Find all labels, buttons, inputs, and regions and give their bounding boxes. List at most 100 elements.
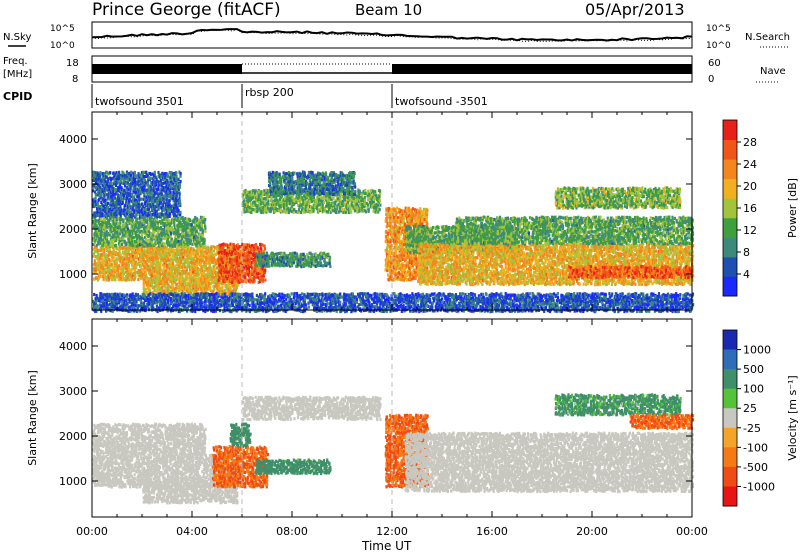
power-cell <box>151 285 153 288</box>
power-cell <box>95 200 97 203</box>
power-cell <box>218 254 220 257</box>
power-cell <box>134 171 136 174</box>
power-cell <box>208 282 210 285</box>
power-cell <box>116 258 118 261</box>
power-cell <box>196 217 198 220</box>
power-cell <box>179 180 181 183</box>
power-cell <box>181 273 183 276</box>
power-cell <box>278 209 280 212</box>
power-cell <box>226 267 228 270</box>
power-cell <box>123 246 125 249</box>
freq-left-tick-low: 8 <box>72 74 78 85</box>
power-cell <box>320 252 322 255</box>
power-cell <box>170 191 172 194</box>
power-cell <box>196 229 198 232</box>
power-cell <box>170 222 172 225</box>
power-cell <box>132 199 134 202</box>
power-cell <box>141 268 143 271</box>
power-cell <box>223 243 225 246</box>
power-cell <box>151 191 153 194</box>
cpid-label: CPID <box>3 90 32 103</box>
power-cell <box>267 199 269 202</box>
power-cell <box>150 278 152 281</box>
power-cell <box>155 283 157 286</box>
power-cell <box>205 246 207 249</box>
power-cell <box>153 231 155 234</box>
power-cell <box>101 230 103 233</box>
freq-strip: 18 8 60 0 Freq. [MHz] Nave <box>3 56 786 85</box>
power-cell <box>149 172 151 175</box>
freq-label-line1: Freq. <box>3 56 28 67</box>
power-cell <box>208 278 210 281</box>
power-cell <box>250 211 252 214</box>
power-cell <box>264 247 266 250</box>
power-cell <box>143 175 145 178</box>
power-cell <box>197 288 199 291</box>
power-cell <box>242 197 244 200</box>
power-cell <box>178 209 180 212</box>
power-cell <box>179 211 181 214</box>
power-cell <box>125 192 127 195</box>
power-cell <box>160 269 162 272</box>
noise-right-tick-low: 10^0 <box>706 41 731 51</box>
power-cell <box>99 257 101 260</box>
power-cell <box>187 276 189 279</box>
power-cell <box>168 272 170 275</box>
power-cell <box>164 249 166 252</box>
beam-label: Beam 10 <box>355 1 422 19</box>
power-cell <box>95 175 97 178</box>
power-cell <box>149 176 151 179</box>
power-cell <box>263 252 265 255</box>
rti-plot: Prince George (fitACF) Beam 10 05/Apr/20… <box>0 0 800 554</box>
power-cell <box>104 199 106 202</box>
power-cell <box>264 278 266 281</box>
power-cell <box>127 252 129 255</box>
power-cell <box>181 252 183 255</box>
power-cell <box>251 244 253 247</box>
power-cell <box>186 238 188 241</box>
power-cell <box>173 223 175 226</box>
power-cell <box>225 284 227 287</box>
freq-fill-left <box>92 64 242 74</box>
noise-strip: 10^5 10^0 10^5 10^0 N.Sky N.Search <box>3 22 790 51</box>
power-cell <box>175 214 177 217</box>
power-cell <box>190 239 192 242</box>
power-cell <box>143 248 145 251</box>
power-cell <box>218 284 220 287</box>
power-cell <box>103 278 105 281</box>
power-cell <box>161 286 163 289</box>
power-cell <box>119 222 121 225</box>
power-cell <box>134 178 136 181</box>
power-cell <box>296 253 298 256</box>
power-cell <box>310 265 312 268</box>
power-cell <box>210 245 212 248</box>
power-cell <box>133 195 135 198</box>
power-cell <box>185 277 187 280</box>
power-cell <box>134 274 136 277</box>
freq-label-line2: [MHz] <box>3 69 32 80</box>
power-cell <box>143 285 145 288</box>
power-cell <box>177 178 179 181</box>
cpid-row: CPID twofsound 3501 rbsp 200 twofsound -… <box>3 84 488 108</box>
power-cell <box>236 259 238 262</box>
power-cell <box>172 248 174 251</box>
cpid-segment-1: twofsound 3501 <box>95 95 184 108</box>
power-cell <box>168 220 170 223</box>
power-cell <box>130 171 132 174</box>
power-cell <box>134 181 136 184</box>
power-cell <box>113 193 115 196</box>
power-cell <box>135 240 137 243</box>
power-cell <box>118 171 120 174</box>
power-cell <box>281 253 283 256</box>
power-cell <box>204 230 206 233</box>
power-cell <box>263 189 265 192</box>
power-cell <box>315 253 317 256</box>
noise-left-tick-low: 10^0 <box>50 41 75 51</box>
power-cell <box>221 286 223 289</box>
power-cell <box>162 231 164 234</box>
power-cell <box>268 265 270 268</box>
power-cell <box>304 255 306 258</box>
power-cell <box>92 171 94 174</box>
power-cell <box>144 178 146 181</box>
